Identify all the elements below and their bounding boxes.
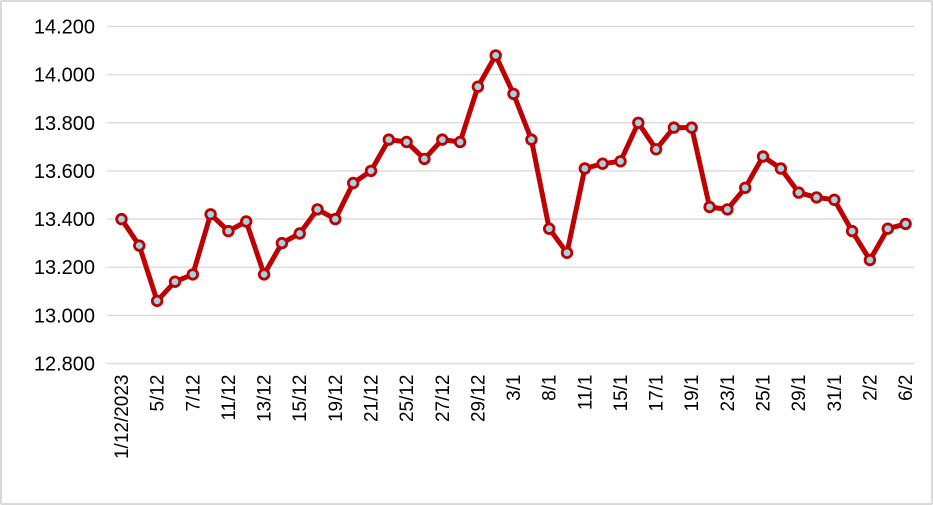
- x-axis-tick-label: 2/2: [860, 375, 881, 401]
- data-point-marker: [293, 227, 306, 240]
- data-point-marker: [471, 80, 485, 93]
- data-point-marker: [329, 212, 342, 226]
- x-axis-tick-label: 3/1: [504, 375, 525, 401]
- data-point-marker: [756, 150, 770, 163]
- data-point-marker: [632, 116, 645, 130]
- x-axis-tick-label: 8/1: [540, 375, 561, 401]
- y-axis-tick-label: 13.400: [34, 209, 95, 231]
- x-axis-tick-label: 11/1: [575, 375, 596, 411]
- x-axis-tick-label: 17/1: [647, 375, 668, 412]
- data-point-marker: [774, 162, 788, 175]
- data-point-marker: [614, 155, 627, 168]
- data-point-marker: [881, 222, 895, 235]
- x-axis-tick-label: 15/1: [611, 375, 632, 412]
- data-point-marker: [828, 193, 841, 207]
- data-point-marker: [739, 181, 752, 195]
- data-point-marker: [222, 224, 235, 238]
- data-point-marker: [257, 268, 271, 281]
- data-point-marker: [667, 121, 681, 134]
- x-axis-tick-label: 29/1: [789, 375, 810, 412]
- y-axis-labels-group: 14.200 14.000 13.800 13.600 13.400 13.200 13.0…: [34, 17, 95, 376]
- x-axis-tick-label: 11/12: [219, 375, 240, 421]
- data-point-marker: [453, 135, 467, 149]
- data-point-marker: [507, 87, 520, 101]
- data-point-marker: [525, 133, 538, 146]
- data-point-marker: [400, 135, 413, 149]
- data-point-marker: [543, 222, 556, 235]
- y-axis-tick-label: 14.000: [34, 65, 95, 87]
- data-point-marker: [596, 157, 609, 170]
- y-axis-tick-label: 13.600: [34, 161, 95, 183]
- data-point-marker: [685, 121, 698, 134]
- x-axis-tick-label: 13/12: [255, 375, 276, 423]
- x-axis-tick-label: 25/1: [754, 375, 775, 412]
- x-axis-tick-label: 29/12: [468, 375, 489, 423]
- data-point-marker: [364, 164, 378, 178]
- x-axis-tick-label: 7/12: [183, 375, 204, 412]
- data-point-marker: [721, 203, 734, 216]
- x-axis-tick-label: 5/12: [148, 375, 169, 412]
- x-axis-labels-group: 1/12/2023 5/12 7/12 11/12 13/12 15/12 19/12 21/…: [112, 375, 917, 460]
- x-axis-tick-label: 1/12/2023: [112, 375, 133, 460]
- data-point-marker: [311, 203, 324, 216]
- data-point-marker: [418, 152, 431, 166]
- data-point-marker: [578, 162, 592, 175]
- data-point-marker: [239, 215, 253, 228]
- y-axis-tick-label: 14.200: [34, 17, 95, 39]
- data-point-marker: [899, 217, 912, 231]
- y-axis-tick-label: 13.200: [34, 257, 95, 279]
- data-point-marker: [436, 133, 449, 146]
- data-point-marker: [703, 200, 716, 214]
- y-axis-tick-label: 12.800: [34, 354, 95, 376]
- y-axis-tick-label: 13.000: [34, 305, 95, 327]
- data-point-marker: [186, 268, 200, 281]
- y-axis-tick-label: 13.800: [34, 113, 95, 135]
- data-point-marker: [489, 49, 502, 62]
- series-group: [115, 49, 912, 308]
- data-point-marker: [133, 239, 146, 252]
- data-point-marker: [115, 212, 128, 226]
- x-axis-tick-label: 27/12: [433, 375, 454, 423]
- data-point-marker: [649, 143, 663, 156]
- x-axis-tick-label: 23/1: [718, 375, 739, 412]
- gridlines-group: [107, 25, 914, 365]
- x-axis-tick-label: 15/12: [290, 375, 311, 423]
- x-axis-tick-label: 31/1: [825, 375, 846, 412]
- x-axis-tick-label: 25/12: [397, 375, 418, 423]
- data-point-marker: [863, 253, 877, 267]
- data-point-marker: [792, 186, 805, 199]
- x-axis-tick-label: 19/12: [326, 375, 347, 423]
- data-point-marker: [382, 133, 396, 146]
- data-point-marker: [810, 191, 823, 204]
- data-point-marker: [204, 208, 217, 221]
- x-axis-tick-label: 21/12: [361, 375, 382, 423]
- x-axis-tick-label: 6/2: [896, 375, 917, 401]
- data-point-marker: [168, 275, 182, 288]
- data-point-marker: [347, 176, 360, 190]
- data-point-marker: [275, 236, 289, 250]
- x-axis-tick-label: 19/1: [682, 375, 703, 412]
- data-point-marker: [150, 294, 164, 308]
- data-point-marker: [560, 246, 574, 260]
- data-point-marker: [845, 224, 859, 238]
